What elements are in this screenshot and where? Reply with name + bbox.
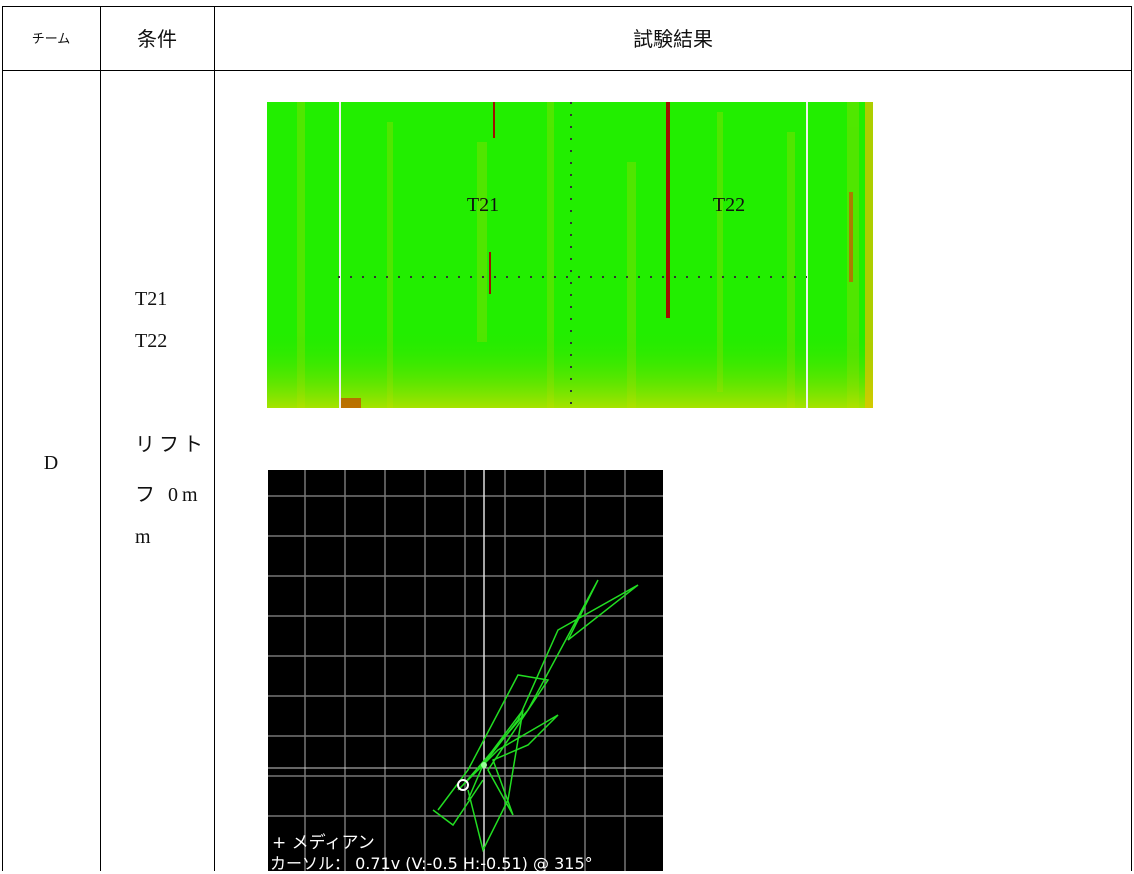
team-cell: D xyxy=(43,452,59,474)
header-cell: 条件 xyxy=(137,29,177,51)
header-cell: チーム xyxy=(31,31,71,46)
table-border xyxy=(2,6,1132,7)
header-cell: 試験結果 xyxy=(633,29,713,51)
heatmap-image xyxy=(267,102,873,408)
table-border xyxy=(2,70,1132,71)
condition-line: T21 xyxy=(135,288,168,310)
condition-line: リフト xyxy=(135,434,207,456)
scope-cursor: カーソル： 0.71v (V:-0.5 H:-0.51) @ 315° xyxy=(270,854,593,873)
table-border xyxy=(1131,6,1132,871)
scope-image xyxy=(268,470,663,871)
table-border xyxy=(214,6,215,871)
condition-line: m xyxy=(135,526,151,548)
condition-line: フ 0m xyxy=(135,484,202,506)
scope-legend: + メディアン xyxy=(272,833,375,853)
heatmap-label: T21 xyxy=(466,194,500,216)
heatmap-label: T22 xyxy=(712,194,746,216)
table-border xyxy=(100,6,101,871)
condition-line: T22 xyxy=(135,330,168,352)
table-border xyxy=(2,6,3,871)
